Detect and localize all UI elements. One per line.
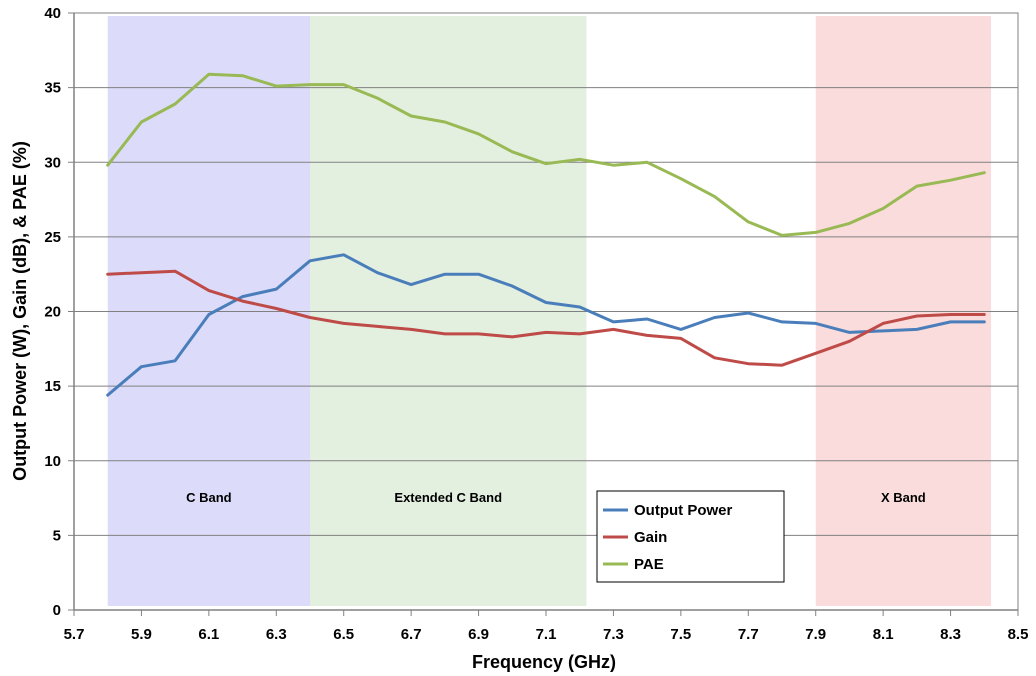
legend-label-pae: PAE [634, 556, 664, 573]
legend-box [596, 490, 785, 583]
band-labels: C Band Extended C Band X Band [186, 490, 926, 505]
legend: Output Power Gain PAE [596, 490, 785, 583]
x-tick-label-4: 6.5 [333, 626, 354, 643]
gridlines [74, 87, 1018, 536]
x-tick-label-14: 8.5 [1008, 626, 1029, 643]
x-tick-label-9: 7.5 [670, 626, 691, 643]
band-label-0: C Band [186, 490, 232, 505]
x-tick-label-5: 6.7 [401, 626, 422, 643]
series-line-pae [106, 72, 986, 237]
x-tick-label-1: 5.9 [131, 626, 152, 643]
y-tick-label-4: 20 [44, 304, 61, 321]
x-tick-label-8: 7.3 [603, 626, 624, 643]
legend-items: Output Power Gain PAE [603, 502, 732, 573]
y-tick-label-7: 35 [44, 80, 61, 97]
y-tick-label-2: 10 [44, 453, 61, 470]
x-tick-label-6: 6.9 [468, 626, 489, 643]
x-tick-label-12: 8.1 [873, 626, 894, 643]
x-tick-label-10: 7.7 [738, 626, 759, 643]
x-tick-labels: 5.7 5.9 6.1 6.3 6.5 6.7 6.9 7.1 7.3 7.5 7.7 7.9 8.1 8… [64, 610, 1029, 643]
legend-label-output-power: Output Power [634, 502, 732, 519]
y-tick-label-3: 15 [44, 378, 61, 395]
series-line-gain [106, 269, 986, 367]
series-line-output-power [106, 253, 986, 397]
x-tick-label-0: 5.7 [64, 626, 85, 643]
y-tick-label-8: 40 [44, 5, 61, 22]
x-tick-label-11: 7.9 [805, 626, 826, 643]
y-tick-label-6: 30 [44, 154, 61, 171]
y-axis-title: Output Power (W), Gain (dB), & PAE (%) [10, 141, 30, 481]
band-label-2: X Band [881, 490, 926, 505]
y-tick-labels: 0 5 10 15 20 25 30 35 40 [44, 5, 74, 619]
y-tick-label-0: 0 [53, 602, 61, 619]
x-axis-title: Frequency (GHz) [472, 652, 616, 672]
band-label-1: Extended C Band [394, 490, 502, 505]
series-lines [106, 72, 986, 397]
legend-label-gain: Gain [634, 529, 667, 546]
x-tick-label-3: 6.3 [266, 626, 287, 643]
x-tick-label-13: 8.3 [940, 626, 961, 643]
y-tick-label-1: 5 [53, 527, 61, 544]
x-tick-label-2: 6.1 [198, 626, 219, 643]
y-tick-label-5: 25 [44, 229, 61, 246]
x-tick-label-7: 7.1 [536, 626, 557, 643]
